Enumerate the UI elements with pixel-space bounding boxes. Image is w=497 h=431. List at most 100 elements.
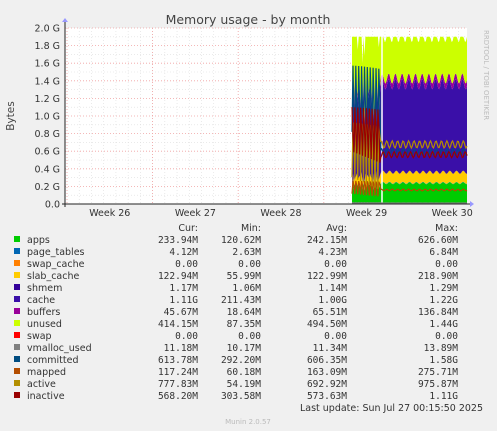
y-tick-label: 0.0 xyxy=(45,200,60,211)
legend-value-max: 0.00 xyxy=(435,331,458,342)
legend-value-cur: 0.00 xyxy=(175,259,198,270)
y-tick-label: 2.0 G xyxy=(35,24,61,35)
legend-value-avg: 573.63M xyxy=(307,391,347,402)
legend-series-name: inactive xyxy=(27,391,65,402)
legend-column-header: Min: xyxy=(241,223,261,234)
legend-series-name: apps xyxy=(27,235,50,246)
legend-value-min: 55.99M xyxy=(227,271,262,282)
legend-value-max: 1.11G xyxy=(429,391,458,402)
legend-value-avg: 4.23M xyxy=(318,247,347,258)
legend-value-cur: 4.12M xyxy=(169,247,198,258)
legend-value-cur: 117.24M xyxy=(158,367,198,378)
y-tick-label: 1.0 G xyxy=(35,112,61,123)
legend-series-name: swap_cache xyxy=(27,259,85,270)
legend-swatch xyxy=(14,356,20,362)
legend-series-name: slab_cache xyxy=(27,271,79,282)
legend-value-cur: 568.20M xyxy=(158,391,198,402)
legend-value-min: 2.63M xyxy=(232,247,261,258)
legend-series-name: active xyxy=(27,379,56,390)
legend-value-min: 10.17M xyxy=(227,343,262,354)
legend-column-header: Max: xyxy=(435,223,458,234)
legend-value-min: 87.35M xyxy=(227,319,262,330)
legend-value-avg: 1.14M xyxy=(318,283,347,294)
legend-value-cur: 233.94M xyxy=(158,235,198,246)
legend-value-min: 303.58M xyxy=(221,391,261,402)
y-axis-arrow xyxy=(62,18,68,22)
legend-swatch xyxy=(14,308,20,314)
y-tick-label: 0.2 G xyxy=(35,182,61,193)
legend-value-avg: 0.00 xyxy=(324,331,347,342)
legend-value-avg: 242.15M xyxy=(307,235,347,246)
series-lines xyxy=(351,36,468,204)
legend-value-avg: 11.34M xyxy=(313,343,348,354)
legend-value-min: 54.19M xyxy=(227,379,262,390)
legend-series-name: swap xyxy=(27,331,52,342)
legend-value-avg: 65.51M xyxy=(313,307,348,318)
chart-title: Memory usage - by month xyxy=(166,12,331,27)
legend: Cur: Min: Avg: Max: apps 233.94M 120.62M 242.15… xyxy=(14,223,458,402)
legend-value-min: 211.43M xyxy=(221,295,261,306)
legend-series-name: shmem xyxy=(27,283,62,294)
legend-value-min: 60.18M xyxy=(227,367,262,378)
legend-value-max: 0.00 xyxy=(435,259,458,270)
area-buffers xyxy=(352,73,467,136)
legend-series-name: cache xyxy=(27,295,55,306)
legend-value-max: 1.29M xyxy=(429,283,458,294)
y-axis-label: Bytes xyxy=(5,101,17,130)
legend-swatch xyxy=(14,392,20,398)
x-tick-label: Week 26 xyxy=(89,208,130,219)
legend-value-max: 1.44G xyxy=(429,319,458,330)
legend-swatch xyxy=(14,284,20,290)
legend-swatch xyxy=(14,332,20,338)
legend-value-max: 1.22G xyxy=(429,295,458,306)
legend-value-cur: 122.94M xyxy=(158,271,198,282)
x-tick-label: Week 28 xyxy=(260,208,301,219)
legend-value-cur: 777.83M xyxy=(158,379,198,390)
legend-series-name: committed xyxy=(27,355,79,366)
y-tick-label: 1.2 G xyxy=(35,94,61,105)
legend-value-min: 18.64M xyxy=(227,307,262,318)
legend-value-max: 6.84M xyxy=(429,247,458,258)
legend-value-max: 136.84M xyxy=(418,307,458,318)
area-unused xyxy=(352,36,467,132)
legend-swatch xyxy=(14,236,20,242)
y-tick-label: 0.6 G xyxy=(35,147,61,158)
legend-value-max: 626.60M xyxy=(418,235,458,246)
legend-value-avg: 692.92M xyxy=(307,379,347,390)
legend-value-max: 1.58G xyxy=(429,355,458,366)
x-tick-label: Week 29 xyxy=(346,208,387,219)
y-tick-label: 1.6 G xyxy=(35,59,61,70)
legend-value-cur: 11.18M xyxy=(164,343,199,354)
legend-series-name: page_tables xyxy=(27,247,85,258)
legend-value-avg: 122.99M xyxy=(307,271,347,282)
legend-value-min: 120.62M xyxy=(221,235,261,246)
legend-swatch xyxy=(14,296,20,302)
area-slab_cache xyxy=(352,170,467,192)
legend-swatch xyxy=(14,248,20,254)
legend-value-cur: 613.78M xyxy=(158,355,198,366)
side-label: RRDTOOL / TOBI OETIKER xyxy=(482,30,490,120)
x-tick-labels: Week 26 Week 27 Week 28 Week 29 Week 30 xyxy=(89,208,473,219)
y-tick-label: 1.4 G xyxy=(35,76,61,87)
x-tick-label: Week 27 xyxy=(175,208,216,219)
legend-value-max: 275.71M xyxy=(418,367,458,378)
legend-value-min: 292.20M xyxy=(221,355,261,366)
y-tick-labels: 0.0 0.2 G 0.4 G 0.6 G 0.8 G 1.0 G 1.2 G 1.4 G 1.… xyxy=(35,24,61,211)
legend-series-name: vmalloc_used xyxy=(27,343,92,354)
legend-value-max: 975.87M xyxy=(418,379,458,390)
legend-swatch xyxy=(14,344,20,350)
legend-series-name: unused xyxy=(27,319,62,330)
x-axis-arrow xyxy=(470,201,474,207)
legend-value-cur: 1.11G xyxy=(169,295,198,306)
legend-value-avg: 0.00 xyxy=(324,259,347,270)
last-update: Last update: Sun Jul 27 00:15:50 2025 xyxy=(300,403,483,414)
munin-version: Munin 2.0.57 xyxy=(225,418,271,426)
legend-value-cur: 414.15M xyxy=(158,319,198,330)
legend-swatch xyxy=(14,368,20,374)
legend-value-avg: 1.00G xyxy=(318,295,347,306)
line-inactive xyxy=(351,107,468,163)
line-committed xyxy=(351,65,468,157)
legend-value-min: 1.06M xyxy=(232,283,261,294)
legend-value-avg: 606.35M xyxy=(307,355,347,366)
